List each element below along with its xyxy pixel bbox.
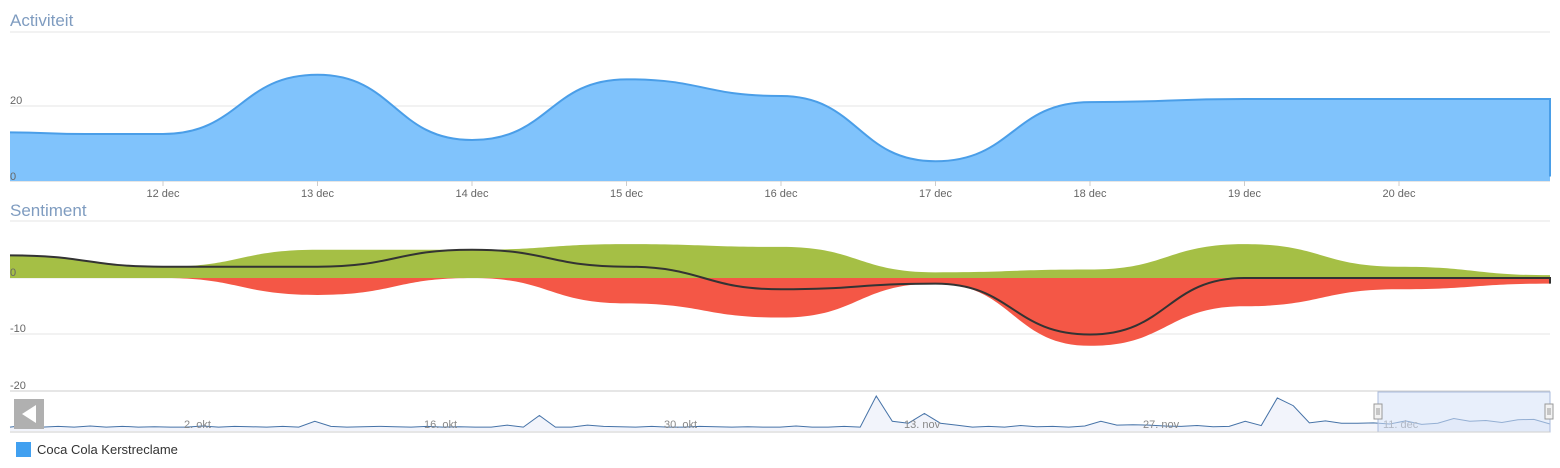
activity-x-tick-label: 12 dec xyxy=(146,188,180,200)
activity-x-tick-label: 16 dec xyxy=(764,188,798,200)
navigator-line xyxy=(9,394,1551,428)
sentiment-positive-area xyxy=(10,244,1550,278)
legend-label: Coca Cola Kerstreclame xyxy=(37,442,178,457)
sentiment-y-tick: -10 xyxy=(10,323,26,335)
activity-x-tick-label: 15 dec xyxy=(610,188,644,200)
scroll-left-button[interactable] xyxy=(14,399,44,429)
activity-area xyxy=(10,74,1550,181)
activity-x-tick-label: 14 dec xyxy=(455,188,489,200)
activity-y-tick: 20 xyxy=(10,95,22,107)
activity-y-tick: 0 xyxy=(10,171,16,183)
activity-line xyxy=(9,73,1552,177)
activity-x-tick-label: 18 dec xyxy=(1073,188,1107,200)
legend[interactable]: Coca Cola Kerstreclame xyxy=(16,442,178,457)
legend-swatch xyxy=(16,442,31,457)
activity-x-tick-label: 19 dec xyxy=(1228,188,1262,200)
activity-title: Activiteit xyxy=(10,11,74,30)
navigator-x-tick-label: 27. nov xyxy=(1143,419,1180,431)
activity-x-tick-label: 13 dec xyxy=(301,188,335,200)
activity-x-tick-label: 17 dec xyxy=(919,188,953,200)
navigator-left-handle[interactable] xyxy=(1373,403,1383,420)
navigator-right-handle[interactable] xyxy=(1544,403,1554,420)
activity-x-tick-label: 20 dec xyxy=(1382,188,1416,200)
arrow-left-icon xyxy=(22,405,36,423)
navigator-x-tick-label: 16. okt xyxy=(424,419,457,431)
sentiment-y-tick: -20 xyxy=(10,380,26,392)
sentiment-title: Sentiment xyxy=(10,201,87,220)
sentiment-negative-area xyxy=(10,278,1550,346)
sentiment-y-tick: 0 xyxy=(10,267,16,279)
navigator-x-tick-label: 30. okt xyxy=(664,419,697,431)
navigator-x-tick-label: 13. nov xyxy=(904,419,941,431)
navigator-x-tick-label: 2. okt xyxy=(184,419,211,431)
navigator-selected-range[interactable] xyxy=(1377,391,1551,433)
sentiment-line xyxy=(9,248,1551,336)
